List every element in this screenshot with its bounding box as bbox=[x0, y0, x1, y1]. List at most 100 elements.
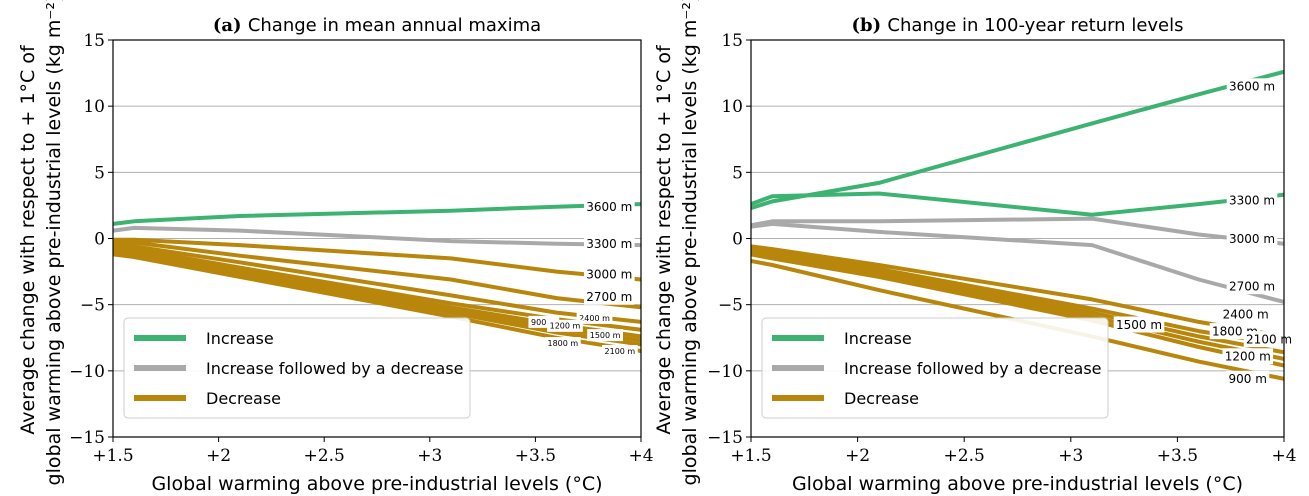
legend-label: Increase followed by a decrease bbox=[844, 359, 1102, 378]
line-label-bg bbox=[602, 344, 638, 357]
line-label: 2100 m bbox=[605, 347, 636, 356]
series-line-3600m bbox=[113, 202, 641, 226]
y-tick-label: 0 bbox=[94, 230, 105, 250]
x-tick-label: +4 bbox=[1271, 446, 1296, 466]
series-line-3300m bbox=[751, 191, 1284, 217]
ylabel-line2-b: global warming above pre-industrial leve… bbox=[679, 0, 701, 485]
y-tick-label: 5 bbox=[732, 163, 743, 183]
series-line-1200m bbox=[751, 252, 1284, 368]
line-label-bg bbox=[1226, 278, 1278, 295]
legend-label: Increase followed by a decrease bbox=[206, 359, 464, 378]
series-line-3000m bbox=[751, 216, 1284, 246]
ylabel-line1-b: Average change with respect to + 1°C of bbox=[653, 44, 675, 435]
line-label: 2400 m bbox=[1223, 307, 1269, 321]
panel-a: 3600 m 3300 m 3000 m 2700 m 2400 m 900 m1200 … bbox=[69, 15, 653, 495]
x-tick-label: +3.5 bbox=[515, 446, 556, 466]
line-label: 1800 m bbox=[548, 339, 579, 348]
line-label: 3000 m bbox=[586, 268, 632, 282]
x-axis-label: Global warming above pre-industrial leve… bbox=[151, 473, 602, 495]
series-line-2100m bbox=[751, 249, 1284, 361]
y-tick-label: −5 bbox=[718, 296, 743, 316]
line-label-bg bbox=[584, 266, 635, 283]
series-line-3600m bbox=[751, 69, 1284, 211]
line-label-bg bbox=[1222, 348, 1274, 365]
y-tick-label: −10 bbox=[707, 362, 743, 382]
line-label-bg bbox=[1243, 331, 1295, 348]
legend-label: Decrease bbox=[206, 389, 281, 408]
series-line-900m bbox=[113, 244, 641, 332]
line-label-bg bbox=[584, 198, 635, 215]
line-label: 2100 m bbox=[1246, 332, 1292, 346]
line-label-bg bbox=[547, 319, 583, 332]
line-label: 3000 m bbox=[1229, 232, 1275, 246]
line-label: 3600 m bbox=[1229, 80, 1275, 94]
line-label: 900 m bbox=[531, 318, 557, 327]
y-tick-label: 10 bbox=[721, 97, 743, 117]
line-label: 2400 m bbox=[579, 314, 610, 323]
x-tick-label: +3 bbox=[417, 446, 442, 466]
x-tick-label: +1.5 bbox=[92, 446, 133, 466]
line-label-bg bbox=[587, 329, 623, 342]
y-tick-label: −5 bbox=[80, 296, 105, 316]
line-label: 2700 m bbox=[586, 290, 632, 304]
legend: Increase Increase followed by a decrease D… bbox=[761, 317, 1109, 419]
line-label: 1500 m bbox=[1116, 318, 1162, 332]
line-label-bg bbox=[584, 288, 635, 305]
x-tick-label: +3 bbox=[1058, 446, 1083, 466]
line-label-bg bbox=[1220, 305, 1271, 322]
legend: Increase Increase followed by a decrease D… bbox=[123, 317, 471, 419]
line-label: 3600 m bbox=[586, 200, 632, 214]
right-panel-ylabel: Average change with respect to + 1°C of … bbox=[653, 0, 701, 485]
x-tick-label: +3.5 bbox=[1157, 446, 1198, 466]
line-label: 1500 m bbox=[590, 331, 621, 340]
line-label-bg bbox=[1226, 230, 1278, 247]
left-panel-ylabel: Average change with respect to + 1°C of … bbox=[17, 0, 65, 485]
series-line-1800m bbox=[113, 249, 641, 347]
line-label-bg bbox=[584, 235, 635, 252]
series-line-2700m bbox=[113, 239, 641, 310]
series-line-2400m bbox=[113, 241, 641, 324]
x-tick-label: +4 bbox=[628, 446, 653, 466]
legend-label: Decrease bbox=[844, 389, 919, 408]
chart-title: (a) Change in mean annual maxima bbox=[213, 15, 541, 36]
y-tick-label: −10 bbox=[69, 362, 105, 382]
line-label: 900 m bbox=[1229, 372, 1267, 386]
ylabel-line1: Average change with respect to + 1°C of bbox=[17, 44, 39, 435]
line-label: 3300 m bbox=[586, 237, 632, 251]
y-tick-label: 15 bbox=[721, 31, 743, 51]
series-line-2700m bbox=[751, 221, 1284, 304]
x-tick-label: +2.5 bbox=[944, 446, 985, 466]
series-line-3300m bbox=[113, 225, 641, 248]
line-label-bg bbox=[576, 311, 613, 324]
y-tick-label: 5 bbox=[94, 163, 105, 183]
x-tick-label: +2 bbox=[206, 446, 231, 466]
x-tick-label: +2.5 bbox=[304, 446, 345, 466]
series-line-3000m bbox=[113, 237, 641, 282]
x-tick-label: +2 bbox=[845, 446, 870, 466]
line-label: 1200 m bbox=[1225, 350, 1271, 364]
line-label-bg bbox=[1226, 192, 1278, 209]
legend-label: Increase bbox=[844, 329, 912, 348]
chart-title: (b) Change in 100-year return levels bbox=[851, 15, 1183, 36]
line-label-bg bbox=[544, 337, 581, 350]
line-label: 2700 m bbox=[1229, 279, 1275, 293]
line-label-bg bbox=[1226, 370, 1270, 387]
line-label: 3300 m bbox=[1229, 193, 1275, 207]
series-line-900m bbox=[751, 259, 1284, 381]
y-tick-label: 15 bbox=[83, 31, 105, 51]
legend-label: Increase bbox=[206, 329, 274, 348]
line-label-bg bbox=[1113, 316, 1165, 333]
legend-box bbox=[123, 317, 471, 419]
y-tick-label: −15 bbox=[69, 428, 105, 448]
y-tick-label: −15 bbox=[707, 428, 743, 448]
line-label: 1200 m bbox=[550, 322, 581, 331]
x-tick-label: +1.5 bbox=[730, 446, 771, 466]
y-tick-label: 0 bbox=[732, 230, 743, 250]
line-label-bg bbox=[1226, 78, 1278, 95]
ylabel-line2: global warming above pre-industrial leve… bbox=[43, 0, 65, 485]
x-axis-label: Global warming above pre-industrial leve… bbox=[792, 473, 1243, 495]
legend-box bbox=[761, 317, 1109, 419]
y-tick-label: 10 bbox=[83, 97, 105, 117]
